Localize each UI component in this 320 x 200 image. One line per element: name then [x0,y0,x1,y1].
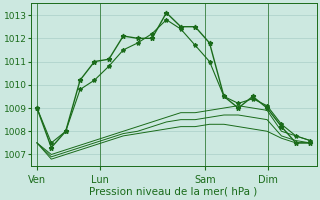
X-axis label: Pression niveau de la mer( hPa ): Pression niveau de la mer( hPa ) [90,187,258,197]
